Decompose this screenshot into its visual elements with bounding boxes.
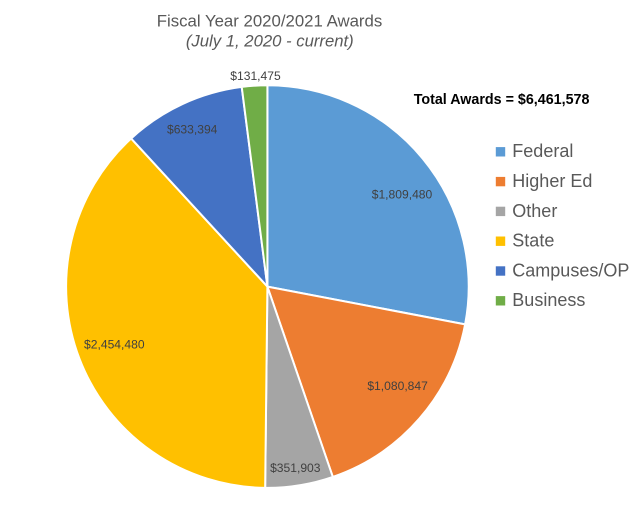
svg-text:Other: Other — [512, 201, 557, 221]
svg-text:State: State — [512, 231, 554, 251]
svg-text:Higher Ed: Higher Ed — [512, 171, 592, 191]
svg-text:Total Awards = $6,461,578: Total Awards = $6,461,578 — [414, 92, 590, 108]
svg-text:Federal: Federal — [512, 141, 573, 161]
svg-text:$1,080,847: $1,080,847 — [367, 379, 428, 393]
svg-text:$351,903: $351,903 — [270, 461, 321, 475]
svg-text:$2,454,480: $2,454,480 — [84, 337, 145, 351]
svg-text:Campuses/OP: Campuses/OP — [512, 260, 629, 280]
svg-text:Fiscal Year 2020/2021 Awards: Fiscal Year 2020/2021 Awards — [157, 11, 382, 30]
svg-text:(July 1, 2020 - current): (July 1, 2020 - current) — [186, 31, 354, 50]
svg-text:Business: Business — [512, 290, 585, 310]
svg-text:$131,475: $131,475 — [230, 69, 281, 83]
svg-text:$633,394: $633,394 — [167, 123, 218, 137]
svg-text:$1,809,480: $1,809,480 — [372, 187, 433, 201]
